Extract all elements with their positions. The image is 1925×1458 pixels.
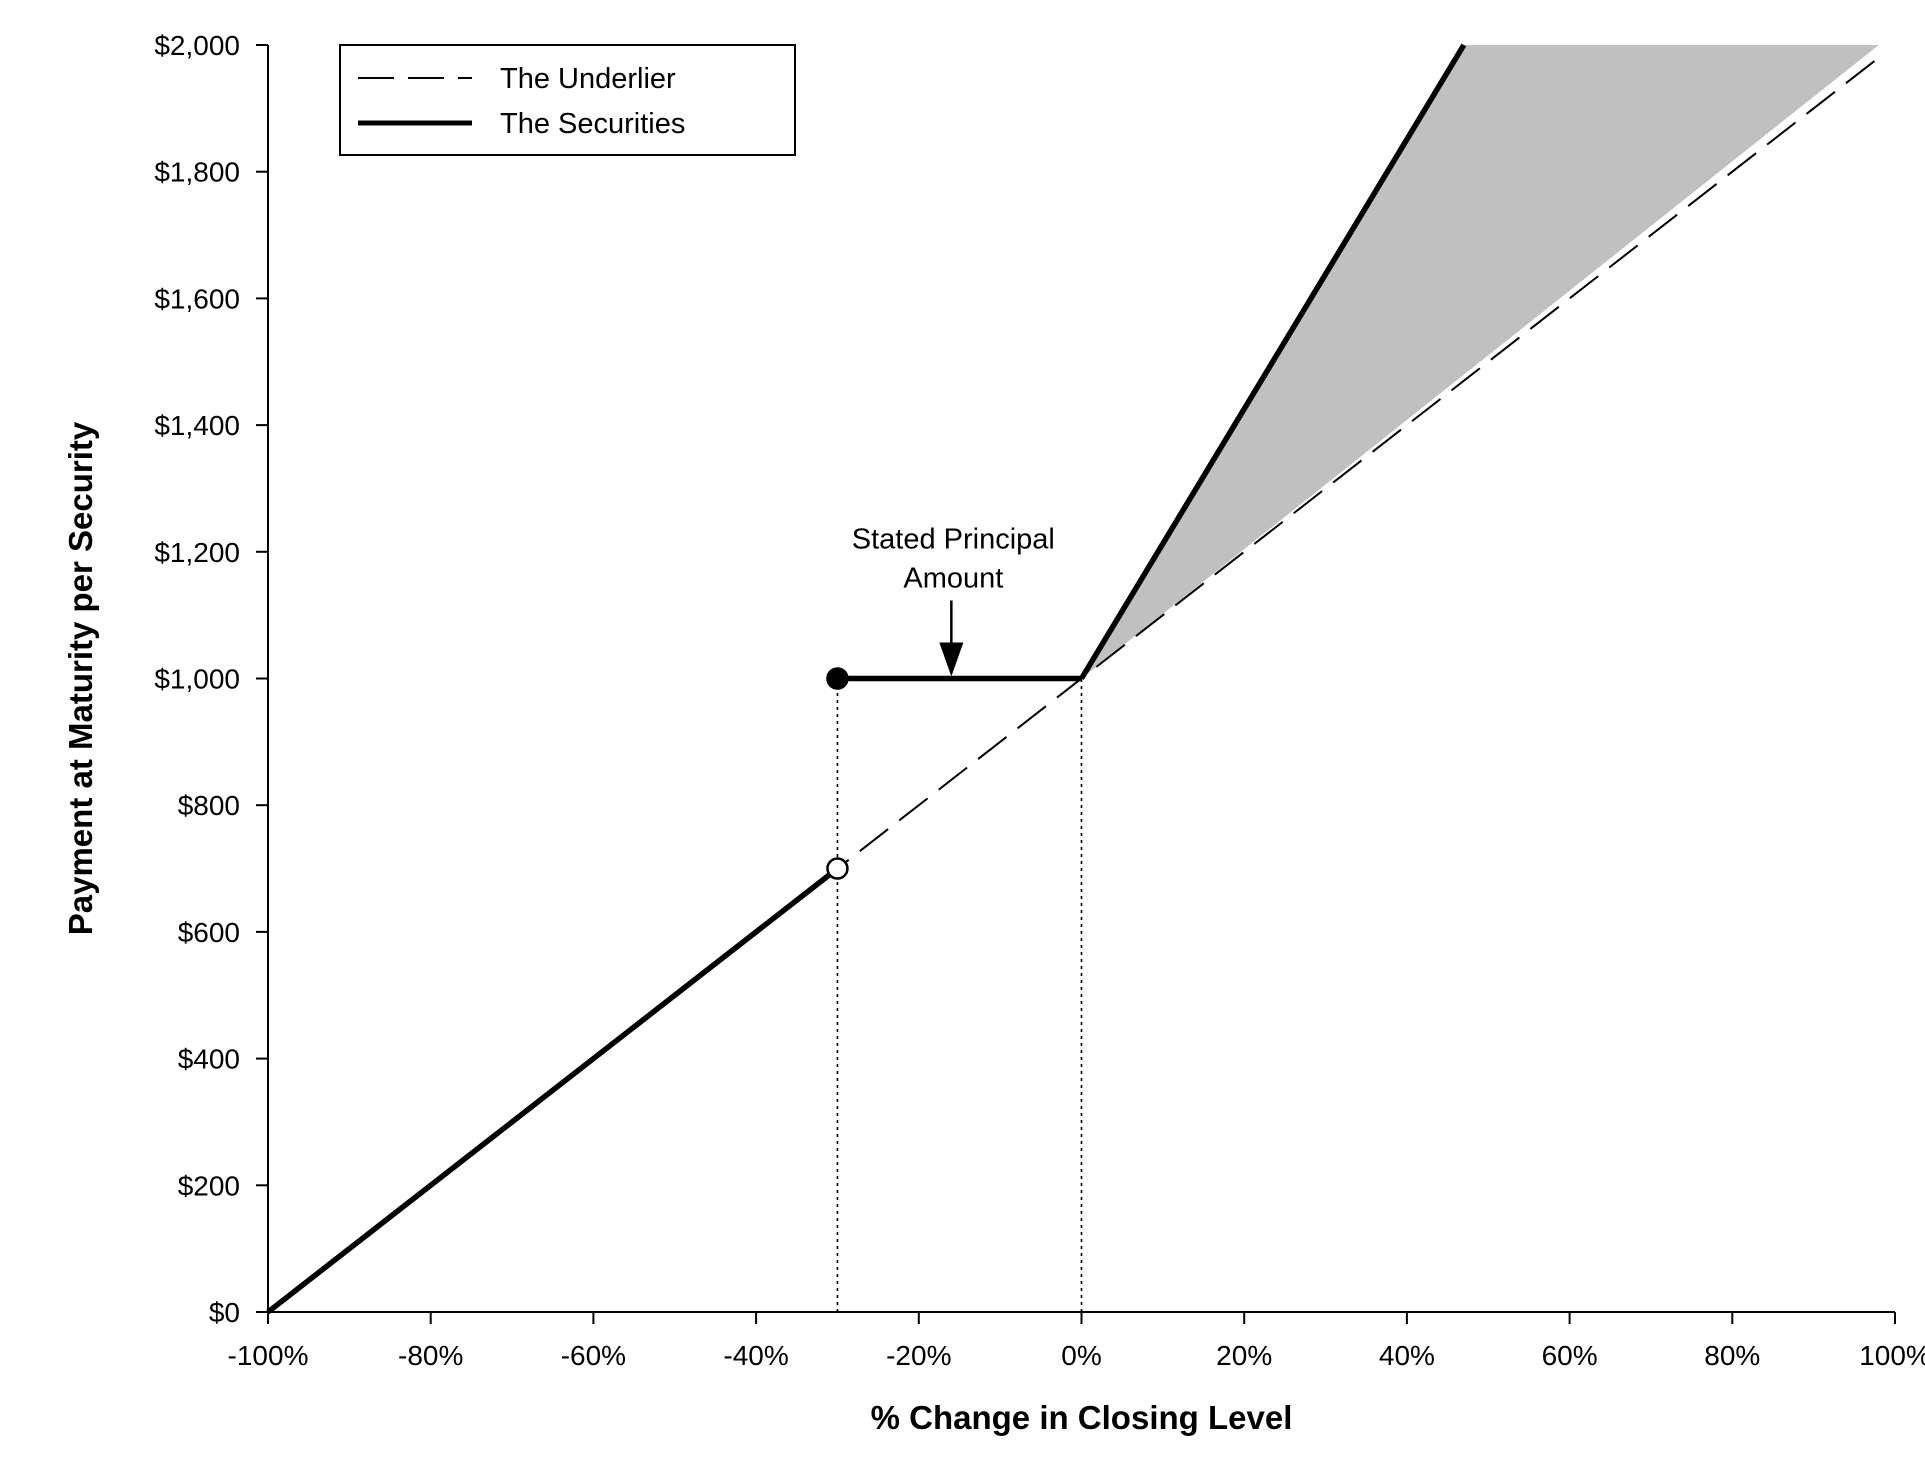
underlier-dashed-line bbox=[267, 56, 1880, 1313]
stated-principal-annotation: Stated Principal Amount bbox=[852, 524, 1055, 677]
y-tick-label: $1,000 bbox=[154, 664, 240, 695]
threshold-markers bbox=[826, 667, 849, 880]
x-axis-title: % Change in Closing Level bbox=[871, 1399, 1293, 1436]
y-tick-label: $1,200 bbox=[154, 537, 240, 568]
y-axis-ticks: $0 $200 $400 $600 $800 $1,000 $1,200 $1,400 $1,6… bbox=[154, 30, 268, 1328]
y-tick-label: $1,400 bbox=[154, 410, 240, 441]
filled-circle-marker bbox=[826, 667, 849, 690]
securities-segment bbox=[1079, 43, 1467, 680]
y-axis-title: Payment at Maturity per Security bbox=[62, 421, 99, 935]
securities-segment bbox=[266, 866, 840, 1315]
x-tick-label: -100% bbox=[228, 1340, 309, 1371]
annotation-text-line-1: Stated Principal bbox=[852, 524, 1055, 556]
x-tick-label: -80% bbox=[398, 1340, 463, 1371]
y-tick-label: $800 bbox=[178, 790, 240, 821]
y-tick-label: $0 bbox=[209, 1297, 240, 1328]
y-tick-label: $600 bbox=[178, 917, 240, 948]
outperformance-shaded-area bbox=[1081, 45, 1879, 679]
x-tick-label: 0% bbox=[1061, 1340, 1101, 1371]
x-tick-label: -60% bbox=[561, 1340, 626, 1371]
legend-label-securities: The Securities bbox=[500, 108, 685, 140]
x-tick-label: 80% bbox=[1704, 1340, 1760, 1371]
x-tick-label: 60% bbox=[1542, 1340, 1598, 1371]
y-tick-label: $2,000 bbox=[154, 30, 240, 61]
open-circle-marker bbox=[826, 857, 849, 880]
x-tick-label: -20% bbox=[886, 1340, 951, 1371]
x-tick-label: -40% bbox=[723, 1340, 788, 1371]
x-tick-label: 20% bbox=[1216, 1340, 1272, 1371]
reference-lines bbox=[836, 678, 1083, 1312]
annotation-arrow-head bbox=[939, 642, 964, 677]
y-tick-label: $400 bbox=[178, 1044, 240, 1075]
securities-payoff-lines bbox=[266, 43, 1467, 1315]
annotation-text-line-2: Amount bbox=[903, 563, 1003, 595]
y-tick-label: $1,600 bbox=[154, 283, 240, 314]
x-axis-ticks: -100% -80% -60% -40% -20% 0% 20% 40% 60% 80% 100% bbox=[228, 1312, 1925, 1371]
y-tick-label: $200 bbox=[178, 1170, 240, 1201]
x-tick-label: 100% bbox=[1859, 1340, 1925, 1371]
x-tick-label: 40% bbox=[1379, 1340, 1435, 1371]
legend-label-underlier: The Underlier bbox=[500, 63, 676, 95]
legend-box bbox=[339, 44, 796, 156]
y-tick-label: $1,800 bbox=[154, 157, 240, 188]
legend: The Underlier The Securities bbox=[339, 44, 796, 156]
